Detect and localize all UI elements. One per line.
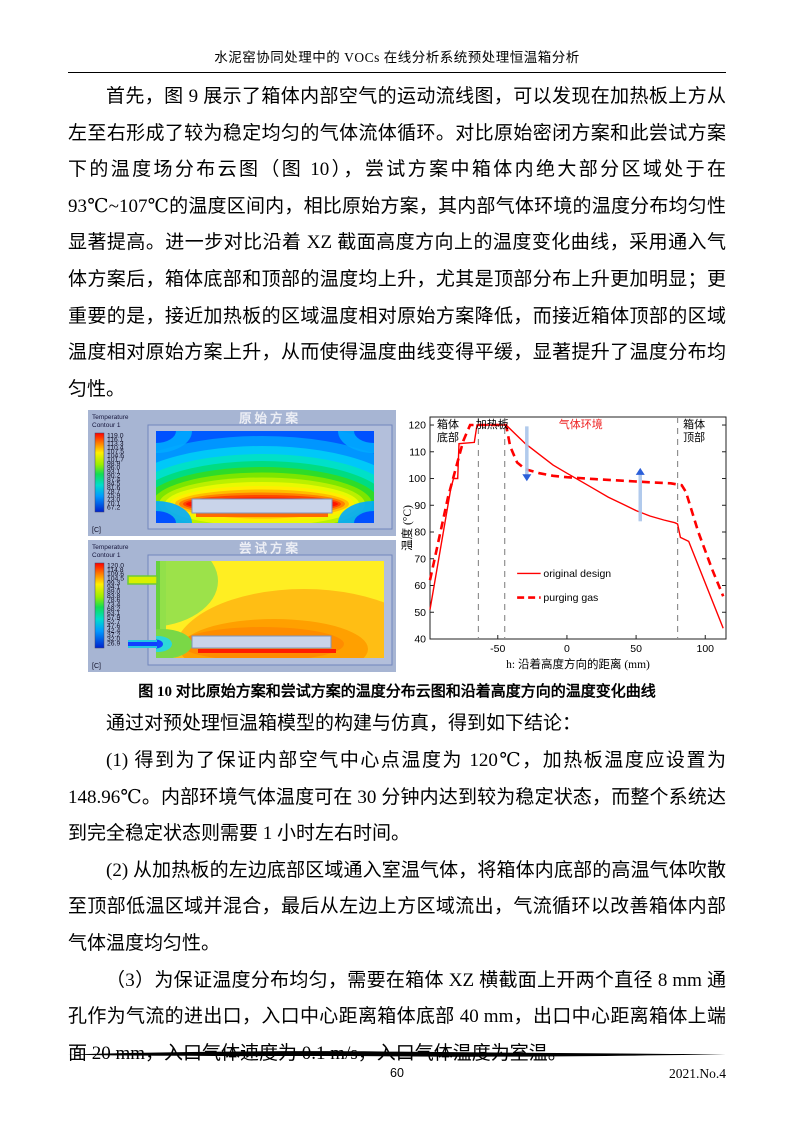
svg-text:90: 90 bbox=[414, 500, 426, 512]
legend-value: 73.4 bbox=[107, 602, 120, 609]
svg-text:Contour 1: Contour 1 bbox=[92, 552, 121, 559]
down-arrow-head bbox=[522, 474, 532, 482]
issue-label: 2021.No.4 bbox=[669, 1066, 726, 1081]
paragraph-1: 首先，图 9 展示了箱体内部空气的运动流线图，可以发现在加热板上方从左至右形成了… bbox=[68, 86, 726, 400]
svg-text:Temperature: Temperature bbox=[92, 544, 129, 551]
legend-entry: purging gas bbox=[543, 592, 598, 604]
header-rule bbox=[68, 72, 726, 73]
svg-text:80: 80 bbox=[414, 527, 426, 539]
legend-value: 52.7 bbox=[107, 619, 120, 626]
svg-text:[C]: [C] bbox=[92, 663, 101, 670]
legend-value: 98.9 bbox=[107, 461, 120, 468]
region-label: 箱体 bbox=[683, 417, 705, 431]
content-column: 水泥窑协同处理中的 VOCs 在线分析系统预处理恒温箱分析 首先，图 9 展示了… bbox=[68, 46, 727, 1072]
svg-text:40: 40 bbox=[414, 634, 426, 646]
y-axis-label: 温度 (°C) bbox=[400, 505, 414, 551]
region-label: 加热板 bbox=[476, 417, 509, 431]
up-arrow-head bbox=[635, 468, 645, 476]
region-label: 顶部 bbox=[683, 430, 705, 444]
legend-value: 81.6 bbox=[107, 485, 120, 492]
svg-text:50: 50 bbox=[630, 643, 642, 655]
legend-value: 84.5 bbox=[107, 481, 120, 488]
temperature-curve-chart: 40 50 60 70 80 90 100 110 120 -50 0 50 100 箱体 底部 加热板 气体环… bbox=[400, 410, 730, 679]
legend-value: 119.0 bbox=[107, 433, 124, 440]
figure-caption: 图 10 对比原始方案和尝试方案的温度分布云图和沿着高度方向的温度变化曲线 bbox=[138, 684, 656, 701]
legend-value: 109.6 bbox=[107, 572, 124, 579]
svg-text:60: 60 bbox=[414, 580, 426, 592]
legend-value: 83.8 bbox=[107, 593, 120, 600]
footer-rule bbox=[68, 1051, 726, 1057]
page-number: 60 bbox=[390, 1066, 404, 1080]
legend-value: 104.6 bbox=[107, 453, 124, 460]
legend-value: 57.9 bbox=[107, 615, 120, 622]
legend-value: 120.0 bbox=[107, 563, 124, 570]
svg-text:110: 110 bbox=[409, 447, 426, 459]
legend-value: 67.2 bbox=[107, 505, 120, 512]
gas-outlet-stub bbox=[127, 575, 158, 586]
legend-value: 94.1 bbox=[107, 585, 120, 592]
legend-value: 96.0 bbox=[107, 465, 120, 472]
curve-purging-gas bbox=[428, 424, 725, 598]
legend-value: 70.1 bbox=[107, 501, 120, 508]
region-label: 箱体 bbox=[437, 417, 459, 431]
contour-plots: Temperature Contour 1 119.0 116.1 113.3 110.4… bbox=[88, 410, 396, 673]
legend-value: 113.3 bbox=[107, 441, 124, 448]
svg-text:Temperature: Temperature bbox=[92, 414, 129, 421]
heating-plate bbox=[191, 635, 332, 649]
svg-text:100: 100 bbox=[696, 643, 714, 655]
conclusion-item-1: (1) 得到为了保证内部空气中心点温度为 120℃，加热板温度应设置为 148.… bbox=[68, 749, 726, 845]
legend-value: 87.4 bbox=[107, 477, 120, 484]
curve-original-design bbox=[429, 424, 724, 629]
contour-domain bbox=[156, 561, 384, 659]
running-header: 水泥窑协同处理中的 VOCs 在线分析系统预处理恒温箱分析 bbox=[214, 50, 580, 65]
conclusion-item-2: (2) 从加热板的左边底部区域通入室温气体，将箱体内底部的高温气体吹散至顶部低温… bbox=[68, 859, 726, 954]
svg-text:0: 0 bbox=[564, 643, 570, 655]
legend-value: 26.9 bbox=[107, 641, 120, 648]
legend-value: 89.0 bbox=[107, 589, 120, 596]
legend-value: 32.0 bbox=[107, 637, 120, 644]
legend-value: 78.7 bbox=[107, 489, 120, 496]
svg-text:-50: -50 bbox=[490, 643, 505, 655]
region-label: 气体环境 bbox=[559, 417, 603, 431]
legend-value: 78.6 bbox=[107, 598, 120, 605]
heating-plate bbox=[191, 498, 333, 514]
svg-text:70: 70 bbox=[414, 554, 426, 566]
legend-value: 116.1 bbox=[107, 437, 124, 444]
legend-value: 110.4 bbox=[107, 445, 124, 452]
contour-domain bbox=[156, 431, 374, 524]
legend-value: 37.2 bbox=[107, 632, 120, 639]
legend-value: 107.5 bbox=[107, 449, 124, 456]
svg-text:[C]: [C] bbox=[92, 527, 101, 534]
svg-text:50: 50 bbox=[414, 607, 426, 619]
legend-value: 90.2 bbox=[107, 473, 120, 480]
figure-10: Temperature Contour 1 119.0 116.1 113.3 110.4… bbox=[68, 410, 727, 676]
svg-text:100: 100 bbox=[408, 473, 426, 485]
legend-value: 73.0 bbox=[107, 497, 120, 504]
conclusion-item-3: （3）为保证温度分布均匀，需要在箱体 XZ 横截面上开两个直径 8 mm 通孔作… bbox=[68, 969, 726, 1064]
legend-value: 104.5 bbox=[107, 576, 124, 583]
paragraph-intro: 通过对预处理恒温箱模型的构建与仿真，得到如下结论： bbox=[106, 713, 582, 735]
svg-text:120: 120 bbox=[408, 420, 426, 432]
legend-value: 63.1 bbox=[107, 611, 120, 618]
contour-title: 原始方案 bbox=[239, 411, 301, 426]
page-footer: 60 2021.No.4 bbox=[68, 1046, 726, 1084]
legend-value: 42.4 bbox=[107, 628, 120, 635]
legend-value: 99.3 bbox=[107, 580, 120, 587]
legend-value: 75.9 bbox=[107, 493, 120, 500]
x-axis-label: h: 沿着高度方向的距离 (mm) bbox=[506, 657, 650, 671]
legend-entry: original design bbox=[543, 568, 611, 580]
legend-value: 93.1 bbox=[107, 469, 120, 476]
region-label: 底部 bbox=[437, 430, 459, 444]
svg-text:Contour 1: Contour 1 bbox=[92, 422, 121, 429]
contour-title: 尝试方案 bbox=[239, 541, 301, 556]
legend-value: 101.7 bbox=[107, 457, 124, 464]
legend-value: 47.6 bbox=[107, 624, 120, 631]
legend-value: 114.8 bbox=[107, 567, 124, 574]
legend-value: 68.2 bbox=[107, 606, 120, 613]
